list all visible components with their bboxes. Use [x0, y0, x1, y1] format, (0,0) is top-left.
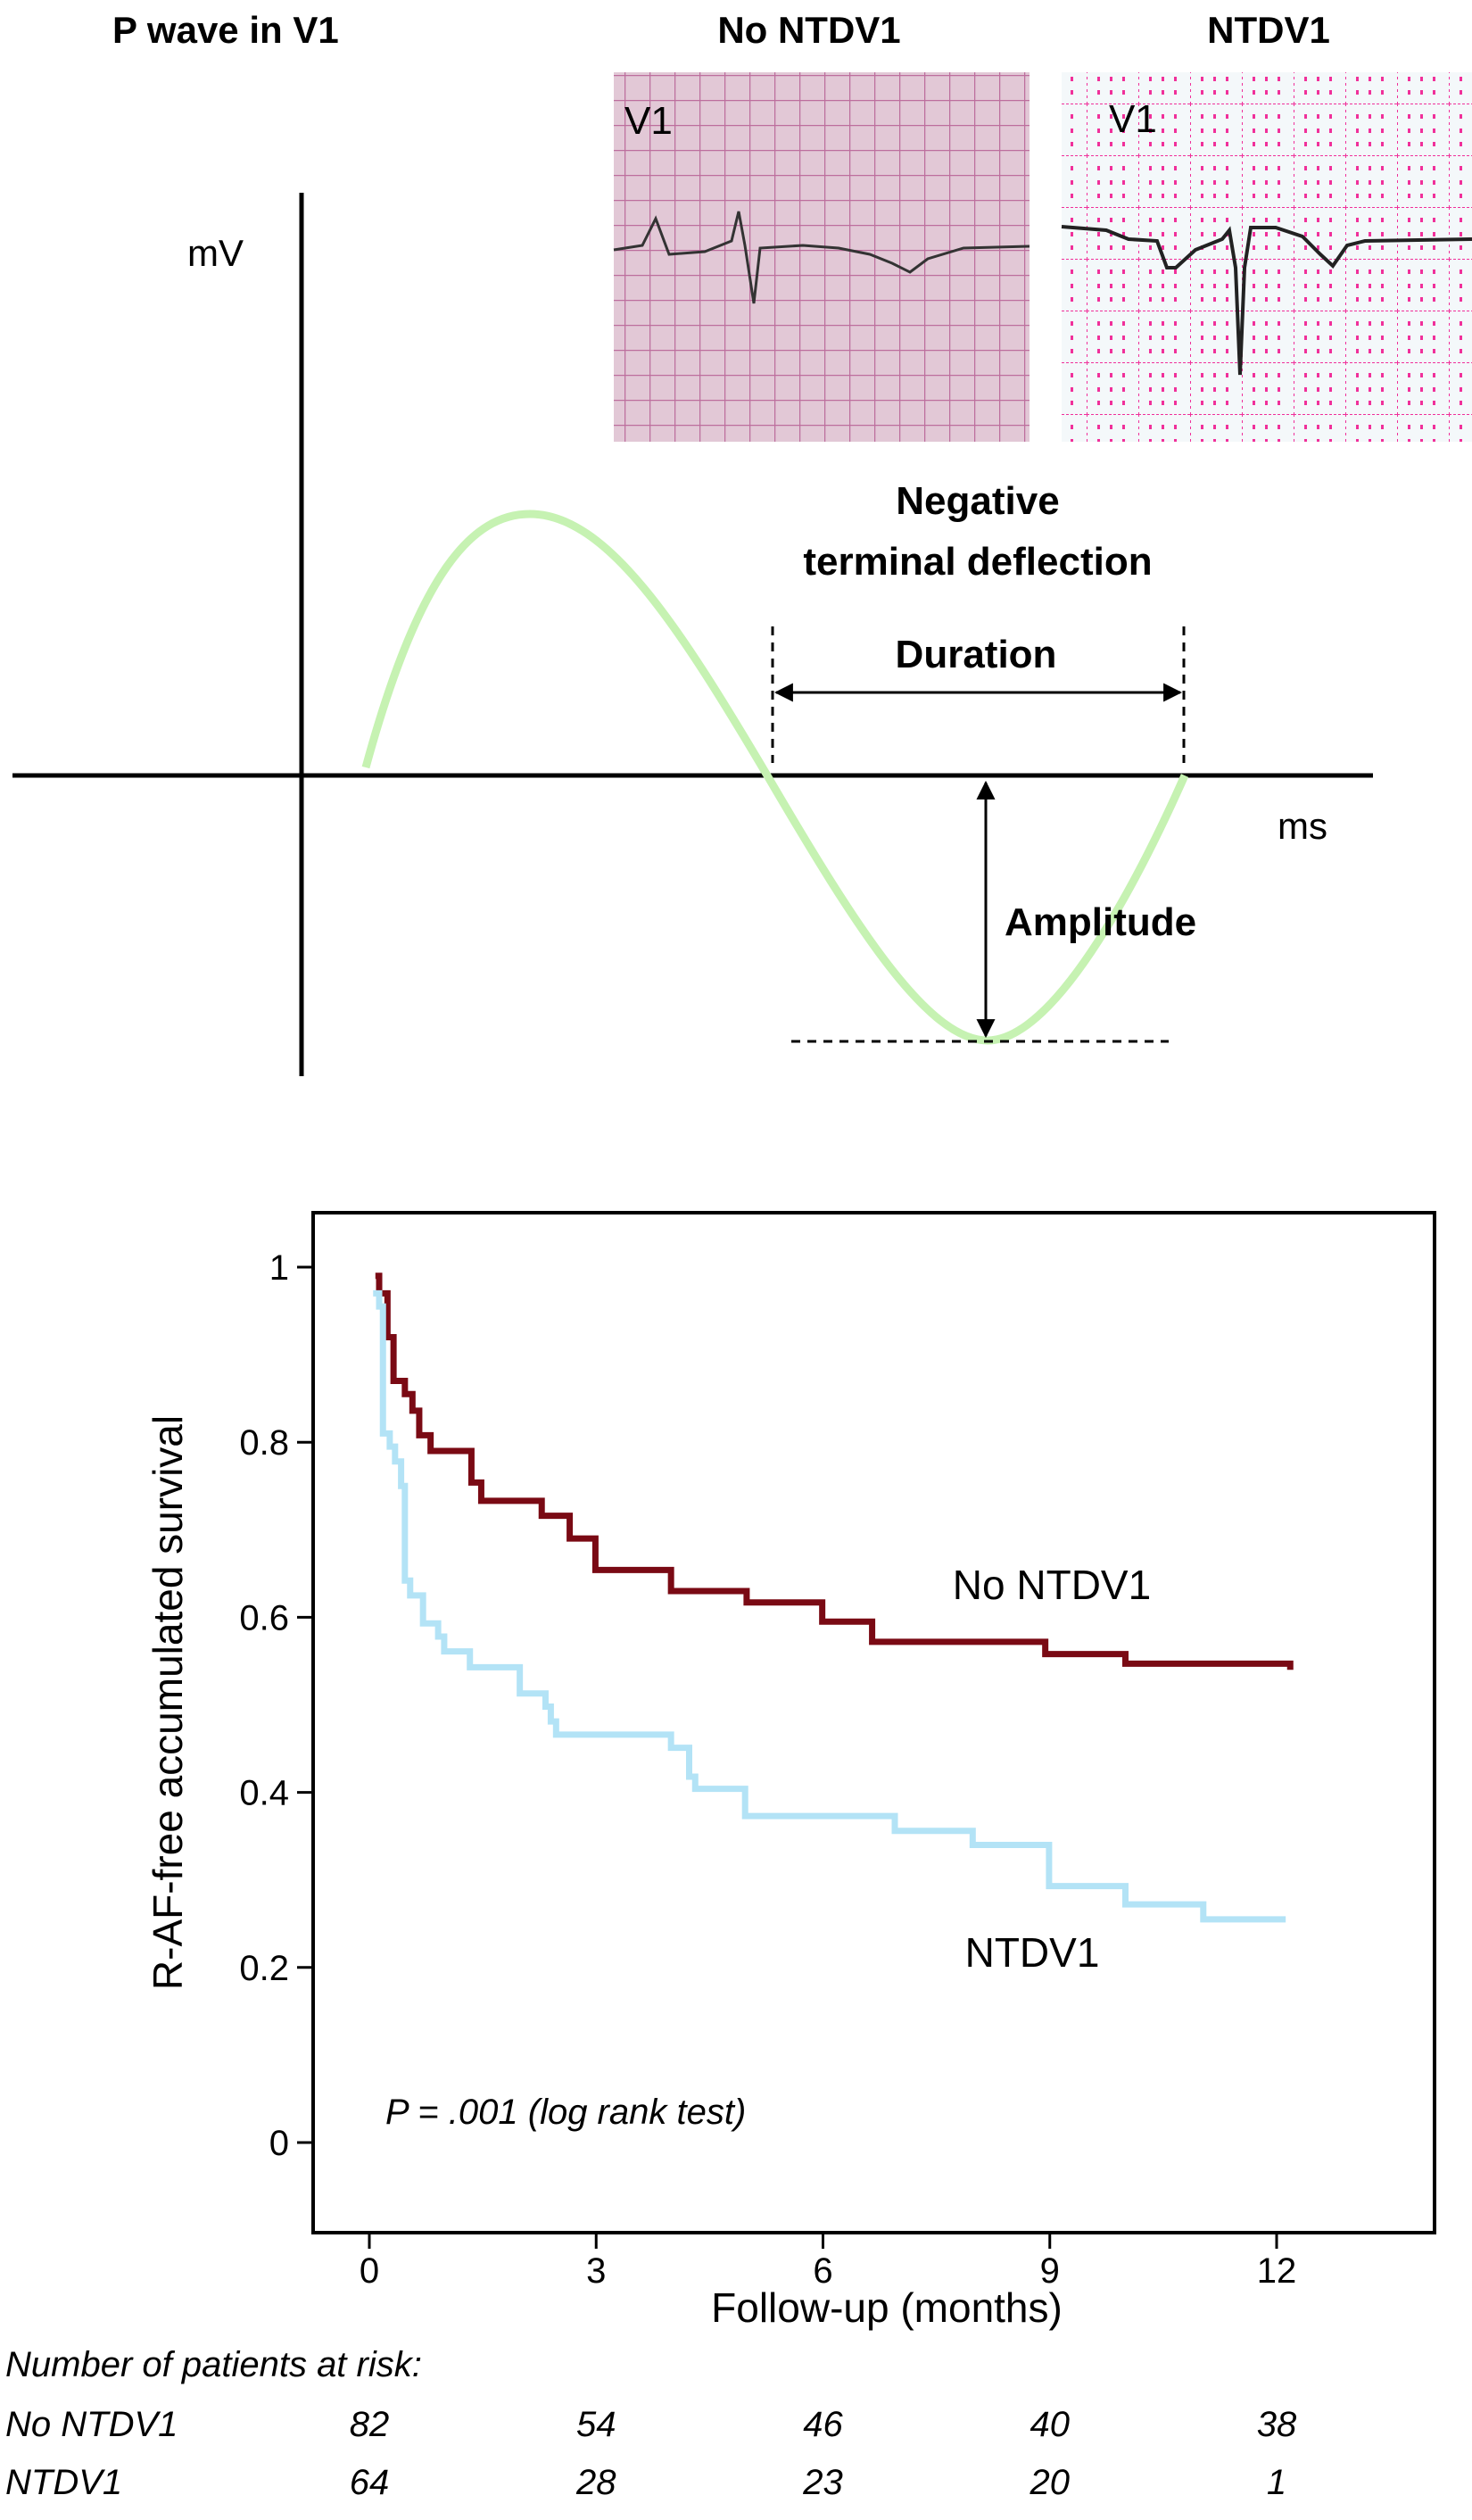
- risk-value: 28: [575, 2463, 616, 2502]
- x-unit-label: ms: [1278, 805, 1327, 847]
- y-tick-label: 0: [269, 2124, 289, 2163]
- x-ticks: 0 3 6 9 12: [360, 2233, 1296, 2291]
- amplitude-label: Amplitude: [1005, 900, 1196, 944]
- risk-value: 23: [802, 2463, 843, 2502]
- panel-left-title: No NTDV1: [717, 9, 900, 51]
- p-wave-curve: [361, 510, 1189, 1045]
- risk-value: 40: [1030, 2405, 1071, 2444]
- risk-value: 38: [1257, 2405, 1297, 2444]
- risk-value: 20: [1030, 2463, 1071, 2502]
- p-wave-diagram: P wave in V1 No NTDV1 NTDV1 V1 V1 mV ms …: [12, 9, 1472, 1076]
- series-label-ntdv1: NTDV1: [965, 1929, 1100, 1976]
- series-line-ntdv1: [373, 1289, 1286, 1923]
- lead-label-right: V1: [1109, 97, 1157, 141]
- plot-frame: [311, 1211, 1436, 2234]
- risk-value: 64: [350, 2463, 390, 2502]
- x-tick-label: 12: [1257, 2251, 1297, 2291]
- risk-table-title: Number of patients at risk:: [5, 2345, 422, 2384]
- risk-value: 54: [576, 2405, 616, 2444]
- risk-table: Number of patients at risk: No NTDV1 82 54…: [5, 2345, 1297, 2502]
- y-tick-label: 0.4: [239, 1774, 289, 1813]
- x-tick-label: 3: [586, 2251, 606, 2291]
- x-tick-label: 6: [813, 2251, 832, 2291]
- y-tick-label: 0.8: [239, 1423, 289, 1463]
- series-label-no-ntdv1: No NTDV1: [953, 1562, 1151, 1608]
- duration-label: Duration: [896, 633, 1057, 676]
- deflection-label-1: Negative: [896, 479, 1059, 523]
- y-axis-label: R-AF-free accumulated survival: [145, 1415, 191, 1990]
- ecg-strip-ntdv1: V1: [1061, 72, 1472, 442]
- km-chart: 0 0.2 0.4 0.6 0.8 1 0 3 6 9 12 No NTDV1 NTDV1 P =…: [145, 1211, 1436, 2331]
- deflection-label-2: terminal deflection: [803, 540, 1152, 584]
- series-line-no-ntdv1: [375, 1272, 1294, 1670]
- risk-row-label: No NTDV1: [5, 2405, 178, 2444]
- x-tick-label: 9: [1040, 2251, 1060, 2291]
- x-axis-label: Follow-up (months): [711, 2284, 1063, 2331]
- lead-label-left: V1: [624, 99, 673, 143]
- risk-value: 82: [350, 2405, 390, 2444]
- y-tick-label: 0.2: [239, 1949, 289, 1988]
- risk-row-label: NTDV1: [5, 2463, 122, 2502]
- y-ticks: 0 0.2 0.4 0.6 0.8 1: [239, 1248, 313, 2163]
- ecg-strip-no-ntdv1: V1: [613, 72, 1030, 442]
- y-tick-label: 0.6: [239, 1598, 289, 1637]
- p-value-annotation: P = .001 (log rank test): [385, 2093, 746, 2132]
- risk-value: 46: [803, 2405, 843, 2444]
- panel-right-title: NTDV1: [1207, 9, 1330, 51]
- series-lines: [373, 1272, 1294, 1923]
- y-tick-label: 1: [269, 1248, 289, 1288]
- risk-value: 1: [1267, 2463, 1286, 2502]
- diagram-title: P wave in V1: [112, 9, 339, 51]
- x-tick-label: 0: [360, 2251, 379, 2291]
- y-unit-label: mV: [187, 232, 244, 274]
